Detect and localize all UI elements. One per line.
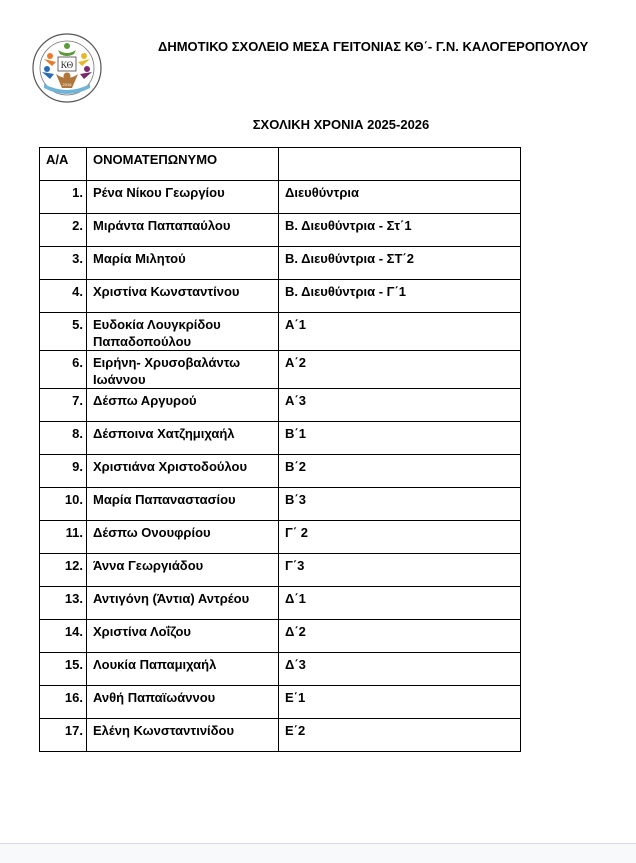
staff-name: Χριστίνα Κωνσταντίνου	[86, 279, 279, 313]
staff-role: Α΄2	[278, 350, 521, 389]
table-row: 6. Ειρήνη- Χρυσοβαλάντω Ιωάννου Α΄2	[39, 350, 521, 389]
table-row: 15. Λουκία Παπαμιχαήλ Δ΄3	[39, 652, 521, 686]
row-number: 8.	[39, 421, 87, 455]
table-row: 7. Δέσπω Αργυρού Α΄3	[39, 388, 521, 422]
staff-name: Ρένα Νίκου Γεωργίου	[86, 180, 279, 214]
staff-name: Ευδοκία Λουγκρίδου Παπαδοπούλου	[86, 312, 279, 351]
staff-name: Μαρία Μιλητού	[86, 246, 279, 280]
header-name: ΟΝΟΜΑΤΕΠΩΝΥΜΟ	[86, 147, 279, 181]
staff-name: Αντιγόνη (Άντια) Αντρέου	[86, 586, 279, 620]
staff-role: Δ΄2	[278, 619, 521, 653]
table-row: 13. Αντιγόνη (Άντια) Αντρέου Δ΄1	[39, 586, 521, 620]
staff-role: Διευθύντρια	[278, 180, 521, 214]
row-number: 15.	[39, 652, 87, 686]
staff-role: Β. Διευθύντρια - Γ΄1	[278, 279, 521, 313]
table-row: 11. Δέσπω Ονουφρίου Γ΄ 2	[39, 520, 521, 554]
row-number: 5.	[39, 312, 87, 351]
table-row: 17. Ελένη Κωνσταντινίδου Ε΄2	[39, 718, 521, 752]
table-row: 3. Μαρία Μιλητού Β. Διευθύντρια - ΣΤ΄2	[39, 246, 521, 280]
header-aa: Α/Α	[39, 147, 87, 181]
staff-name: Μιράντα Παπαπαύλου	[86, 213, 279, 247]
staff-role: Β΄2	[278, 454, 521, 488]
staff-name: Ανθή Παπαϊωάννου	[86, 685, 279, 719]
row-number: 9.	[39, 454, 87, 488]
staff-role: Γ΄3	[278, 553, 521, 587]
row-number: 17.	[39, 718, 87, 752]
staff-name: Χριστίνα Λοΐζου	[86, 619, 279, 653]
school-name: ΔΗΜΟΤΙΚΟ ΣΧΟΛΕΙΟ ΜΕΣΑ ΓΕΙΤΟΝΙΑΣ ΚΘ΄- Γ.Ν…	[158, 39, 589, 54]
table-row: 8. Δέσποινα Χατζημιχαήλ Β΄1	[39, 421, 521, 455]
staff-role: Ε΄2	[278, 718, 521, 752]
staff-name: Μαρία Παπαναστασίου	[86, 487, 279, 521]
table-row: 5. Ευδοκία Λουγκρίδου Παπαδοπούλου Α΄1	[39, 312, 521, 351]
staff-name: Δέσπω Ονουφρίου	[86, 520, 279, 554]
svg-text:2016: 2016	[63, 82, 73, 87]
header-role	[278, 147, 521, 181]
table-row: 16. Ανθή Παπαϊωάννου Ε΄1	[39, 685, 521, 719]
row-number: 12.	[39, 553, 87, 587]
staff-table: Α/Α ΟΝΟΜΑΤΕΠΩΝΥΜΟ 1. Ρένα Νίκου Γεωργίου Δ…	[39, 147, 521, 752]
staff-role: Β. Διευθύντρια - Στ΄1	[278, 213, 521, 247]
row-number: 13.	[39, 586, 87, 620]
row-number: 7.	[39, 388, 87, 422]
table-row: 4. Χριστίνα Κωνσταντίνου Β. Διευθύντρια - …	[39, 279, 521, 313]
staff-role: Α΄1	[278, 312, 521, 351]
row-number: 3.	[39, 246, 87, 280]
staff-role: Γ΄ 2	[278, 520, 521, 554]
row-number: 2.	[39, 213, 87, 247]
row-number: 16.	[39, 685, 87, 719]
row-number: 4.	[39, 279, 87, 313]
staff-role: Β΄3	[278, 487, 521, 521]
row-number: 11.	[39, 520, 87, 554]
table-row: 1. Ρένα Νίκου Γεωργίου Διευθύντρια	[39, 180, 521, 214]
staff-role: Δ΄1	[278, 586, 521, 620]
staff-role: Α΄3	[278, 388, 521, 422]
table-row: 12. Άννα Γεωργιάδου Γ΄3	[39, 553, 521, 587]
staff-name: Χριστιάνα Χριστοδούλου	[86, 454, 279, 488]
row-number: 1.	[39, 180, 87, 214]
table-row: 14. Χριστίνα Λοΐζου Δ΄2	[39, 619, 521, 653]
staff-name: Λουκία Παπαμιχαήλ	[86, 652, 279, 686]
viewer-footer-bar	[0, 843, 636, 863]
staff-role: Β΄1	[278, 421, 521, 455]
staff-role: Δ΄3	[278, 652, 521, 686]
row-number: 10.	[39, 487, 87, 521]
staff-name: Ελένη Κωνσταντινίδου	[86, 718, 279, 752]
table-header-row: Α/Α ΟΝΟΜΑΤΕΠΩΝΥΜΟ	[39, 147, 521, 181]
staff-role: Ε΄1	[278, 685, 521, 719]
school-logo: ΚΘ 2016	[30, 32, 104, 104]
staff-name: Ειρήνη- Χρυσοβαλάντω Ιωάννου	[86, 350, 279, 389]
staff-name: Δέσπω Αργυρού	[86, 388, 279, 422]
table-row: 2. Μιράντα Παπαπαύλου Β. Διευθύντρια - Στ΄…	[39, 213, 521, 247]
school-year-title: ΣΧΟΛΙΚΗ ΧΡΟΝΙΑ 2025-2026	[252, 117, 430, 132]
staff-role: Β. Διευθύντρια - ΣΤ΄2	[278, 246, 521, 280]
table-row: 9. Χριστιάνα Χριστοδούλου Β΄2	[39, 454, 521, 488]
row-number: 14.	[39, 619, 87, 653]
staff-name: Άννα Γεωργιάδου	[86, 553, 279, 587]
row-number: 6.	[39, 350, 87, 389]
svg-text:ΚΘ: ΚΘ	[61, 60, 74, 70]
table-row: 10. Μαρία Παπαναστασίου Β΄3	[39, 487, 521, 521]
staff-name: Δέσποινα Χατζημιχαήλ	[86, 421, 279, 455]
